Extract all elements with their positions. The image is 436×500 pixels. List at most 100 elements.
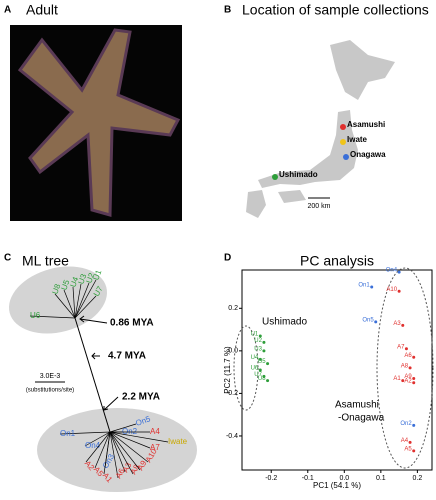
point [262,374,266,378]
branch [29,315,76,319]
y-tick-label: -0.2 [226,390,238,397]
leaf-label: U1 [91,268,103,281]
point-label: On2 [400,421,412,427]
group-label: Ushimado [262,317,307,328]
panel-letter: B [224,5,231,16]
branch [74,295,97,319]
point-label: A10 [386,287,397,293]
branch [109,431,169,443]
branch [109,431,149,463]
leaf-label: On1 [60,429,76,438]
y-tick-label: 0.0 [228,348,238,355]
point-label: U2 [254,338,262,344]
point-label: U1 [251,332,259,338]
point [412,381,416,385]
branch [74,317,111,433]
point [258,357,262,361]
leaf-label: A4 [150,427,160,436]
leaf-label: U3 [76,272,88,285]
leaf-label: Iwate [168,437,188,446]
point [412,377,416,381]
divergence-label: 4.7 MYA [108,351,146,362]
point-label: U8 [258,376,266,382]
point [266,379,270,383]
branch [103,431,111,475]
divergence-label: 0.86 MYA [110,318,154,329]
leaf-label: On2 [122,427,138,436]
starfish [17,28,181,217]
point [258,368,262,372]
site-label: Iwate [347,135,368,144]
x-tick-label: 0.2 [413,475,423,482]
point [370,285,374,289]
point [412,449,416,453]
point-label: A5 [404,446,412,452]
leaf-label: U5 [59,278,71,291]
site-label: Ushimado [279,170,318,179]
point-label: On4 [386,268,398,274]
point [401,379,405,383]
leaf-label: A3 [121,461,134,474]
branch [74,282,90,319]
group-label: Asamushi [335,400,379,411]
point-label: On5 [362,317,374,323]
leaf-label: On4 [85,441,101,450]
point-label: A6 [404,353,412,359]
branch [72,286,76,319]
leaf-label: U4 [68,275,80,288]
site-label: Asamushi [347,120,385,129]
point-label: A4 [401,438,409,444]
branch [63,289,76,319]
panel-title: Location of sample collections [242,2,429,18]
point [404,347,408,351]
point-label: A9 [404,374,412,380]
point [397,289,401,293]
point [262,340,266,344]
scale-unit: (substitutions/site) [26,388,74,394]
point [262,349,266,353]
panel-letter: D [224,253,231,264]
site-dot [340,139,346,145]
branch [109,431,151,449]
point [374,320,378,324]
point-label: A8 [401,363,409,369]
branch [94,431,111,469]
plot-frame [241,269,433,471]
branch [74,279,97,319]
point-label: U3 [254,346,262,352]
site-label: Onagawa [350,150,386,159]
y-tick-label: 0.2 [228,305,238,312]
point-label: U6 [251,366,259,372]
point-label: A7 [397,344,405,350]
site-dot [343,154,349,160]
point-label: U7 [254,372,262,378]
leaf-label: U2 [84,271,96,284]
branch [54,293,76,319]
panel-letter: C [4,253,11,264]
x-tick-label: -0.2 [265,475,277,482]
scale-value: 3.0E-3 [40,373,61,380]
scale-bar-label: 200 km [308,203,331,210]
panel-title: Adult [26,2,58,18]
branch [74,283,82,319]
x-tick-label: 0.1 [376,475,386,482]
branch [85,431,111,463]
x-axis-label: PC1 (54.1 %) [313,481,361,490]
point-label: On1 [358,283,370,289]
group-outline [233,325,259,411]
branch [109,423,137,433]
point [258,334,262,338]
point [401,323,405,327]
branch [84,431,111,447]
site-dot [340,124,346,130]
arrow [79,315,119,411]
panel-title: ML tree [22,253,69,269]
leaf-label: A6 [114,467,127,480]
branch [109,431,141,471]
point-label: U5 [258,359,266,365]
site-dot [272,174,278,180]
map [246,40,395,218]
branch [59,431,111,435]
x-tick-label: -0.1 [302,475,314,482]
point [397,270,401,274]
